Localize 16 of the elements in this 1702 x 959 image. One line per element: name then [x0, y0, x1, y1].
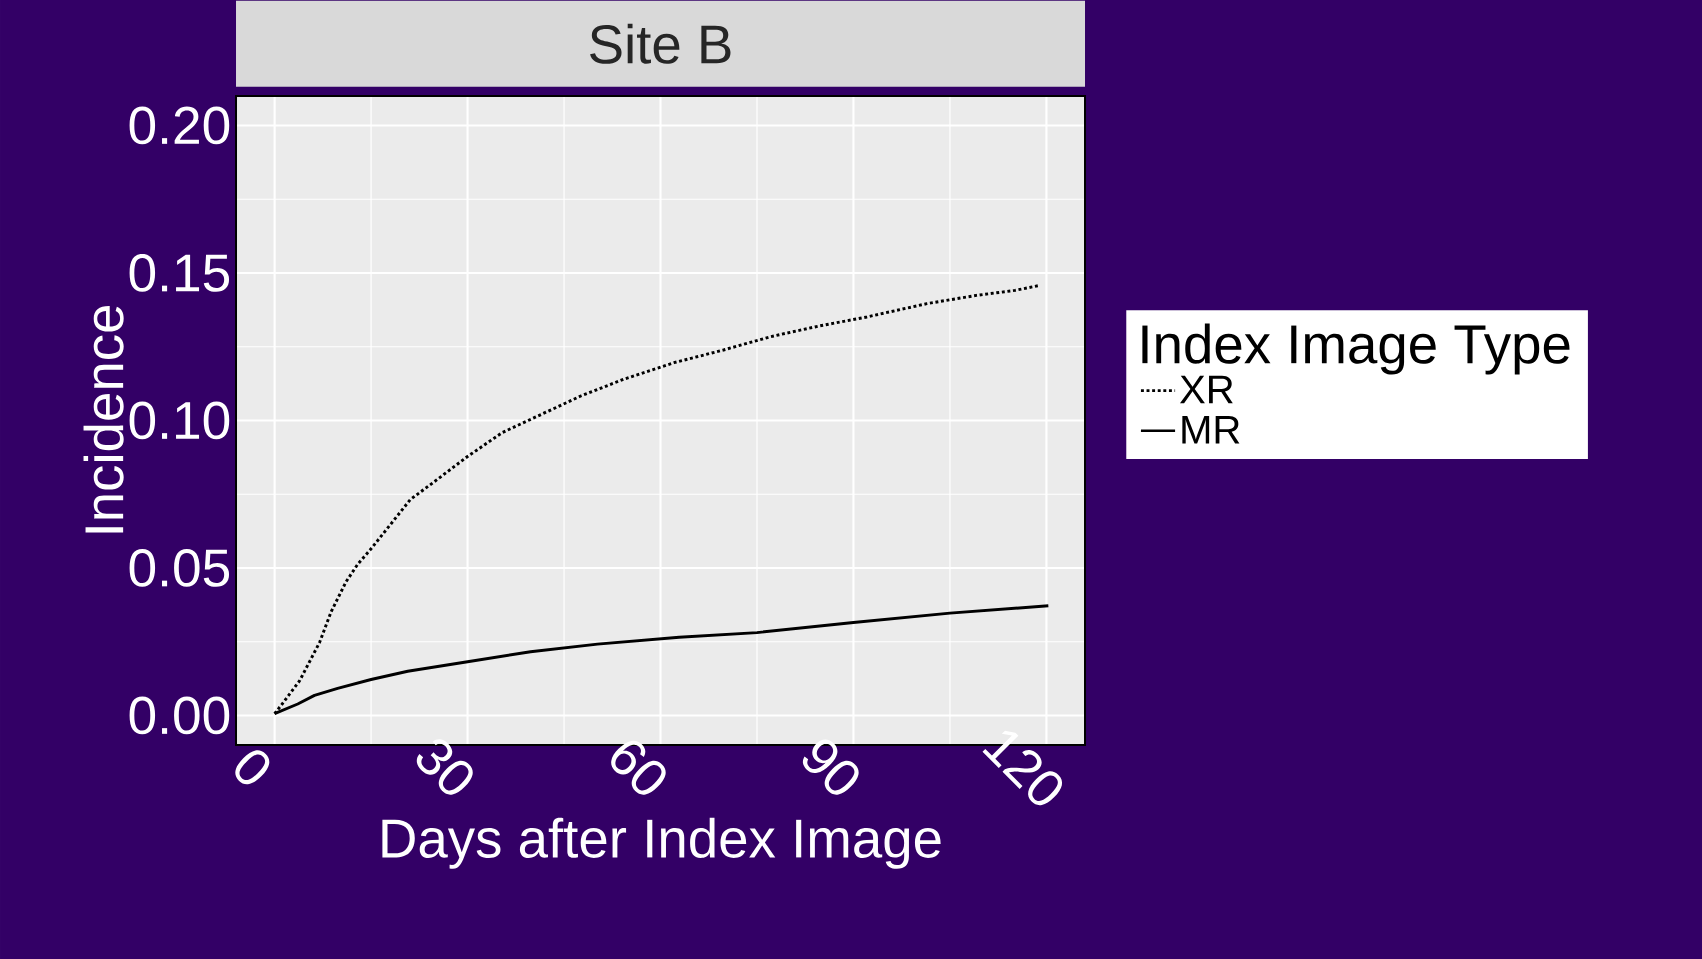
y-tick-label: 0.15: [129, 254, 230, 292]
y-tick-label: 0.20: [129, 106, 230, 145]
x-tick-label: 30: [416, 739, 473, 795]
y-tick-label: 0.05: [129, 549, 230, 587]
legend-label: MR: [1182, 416, 1240, 444]
y-tick-label: 0.10: [129, 401, 230, 440]
x-tick-label: 60: [611, 740, 666, 795]
legend-label: XR: [1179, 375, 1233, 404]
x-tick-label: 120: [982, 730, 1063, 806]
x-axis-title: Days after Index Image: [382, 817, 941, 869]
y-axis-title: Incidence: [83, 305, 124, 533]
chart-title: Site B: [590, 23, 731, 64]
legend-title: Index Image Type: [1142, 323, 1570, 375]
x-tick-label: 0: [235, 750, 270, 785]
x-tick-label: 90: [802, 739, 859, 795]
y-tick-label: 0.00: [129, 696, 230, 735]
